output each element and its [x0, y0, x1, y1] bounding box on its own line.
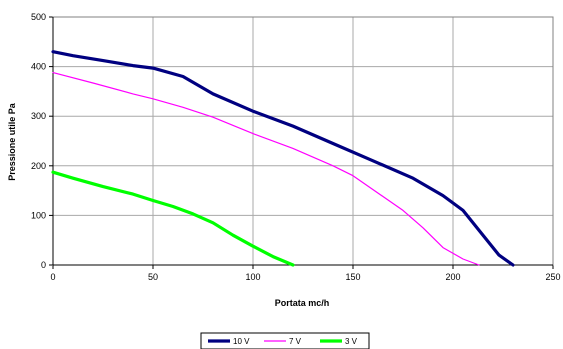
- series-line-7v: [52, 72, 480, 266]
- legend-label: 7 V: [289, 337, 302, 346]
- y-tick-label: 500: [31, 12, 46, 22]
- x-tick-label: 200: [445, 272, 460, 282]
- y-tick-label: 100: [31, 210, 46, 220]
- legend: 10 V 7 V 3 V: [200, 332, 370, 349]
- x-tick-label: 50: [148, 272, 158, 282]
- legend-label: 3 V: [345, 337, 358, 346]
- axes: [49, 16, 554, 269]
- series-line-10v: [51, 50, 515, 267]
- x-tick-label: 100: [245, 272, 260, 282]
- y-tick-label: 200: [31, 161, 46, 171]
- legend-label: 10 V: [233, 337, 250, 346]
- legend-items: 10 V 7 V 3 V: [208, 337, 358, 346]
- x-tick-label: 0: [50, 272, 55, 282]
- series-line-3v: [51, 170, 295, 267]
- x-tick-label: 150: [345, 272, 360, 282]
- x-axis-ticks: 0 50 100 150 200 250: [50, 272, 560, 282]
- y-axis-title: Pressione utile Pa: [7, 102, 17, 181]
- y-tick-label: 300: [31, 111, 46, 121]
- y-tick-label: 0: [41, 260, 46, 270]
- series-lines: [51, 50, 515, 267]
- x-axis-title: Portata mc/h: [275, 298, 330, 308]
- y-axis-ticks: 0 100 200 300 400 500: [31, 12, 46, 270]
- y-tick-label: 400: [31, 62, 46, 72]
- x-tick-label: 250: [545, 272, 560, 282]
